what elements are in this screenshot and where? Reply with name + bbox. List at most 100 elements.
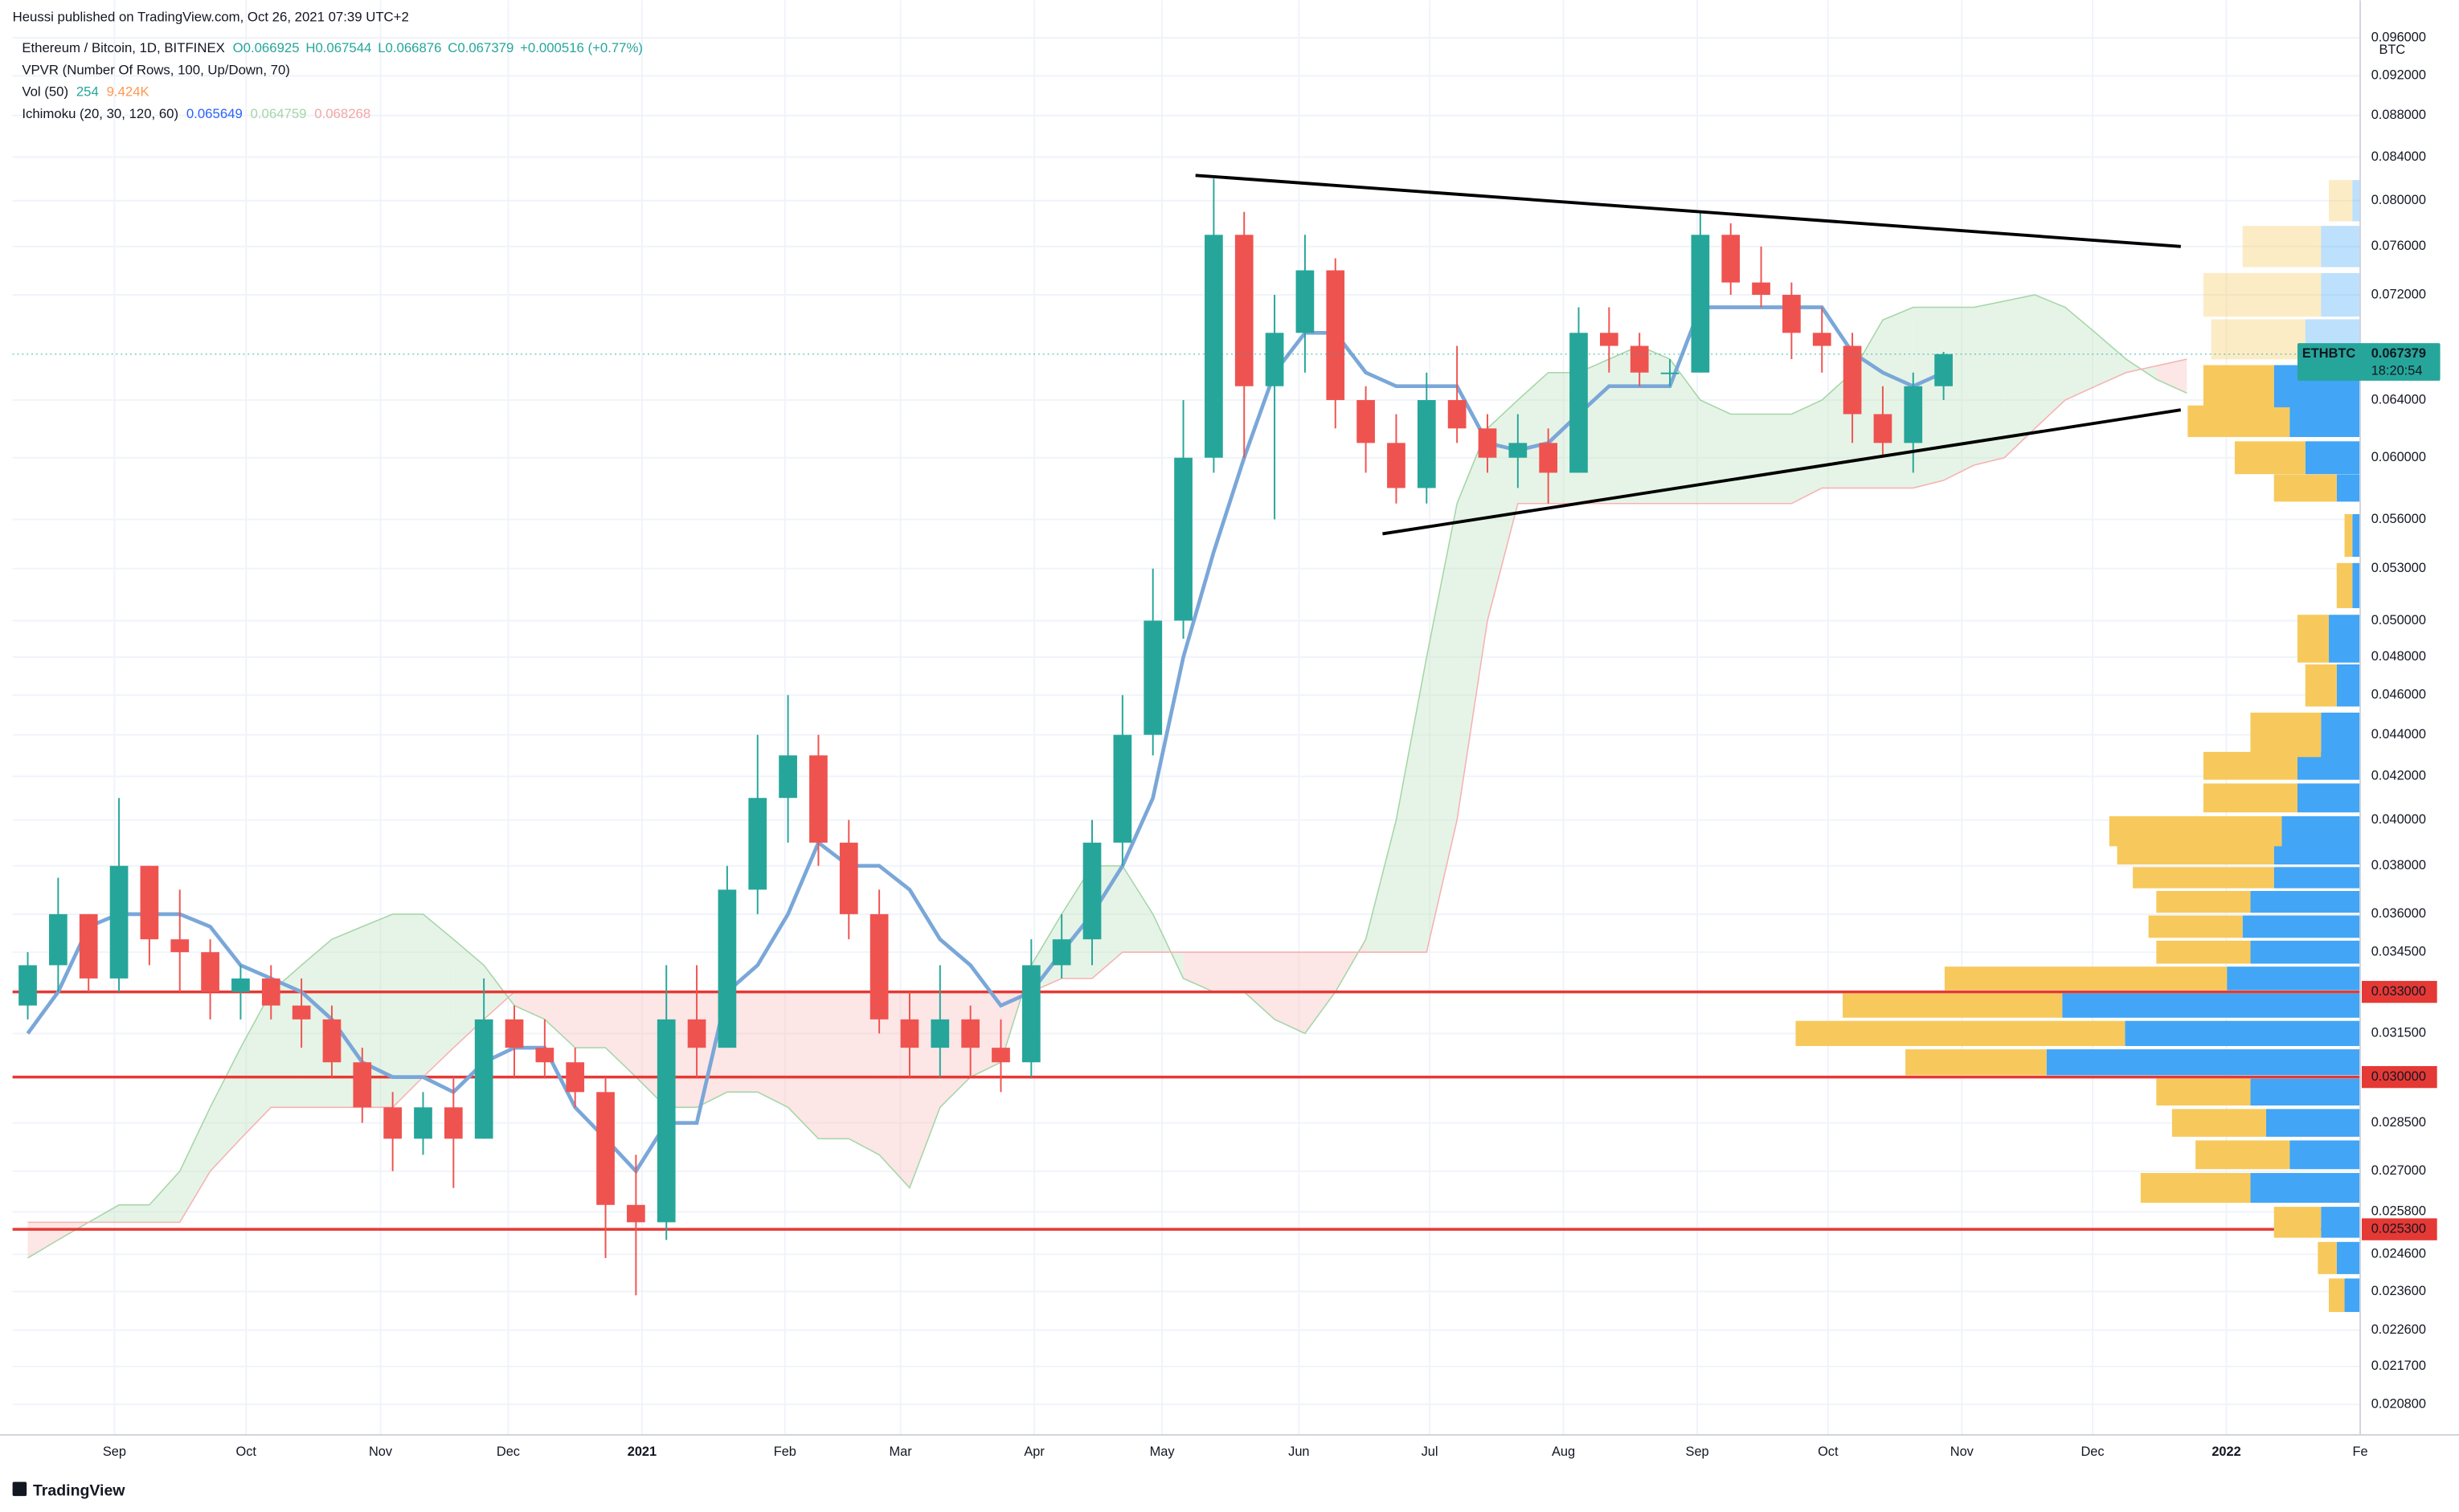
cloud-segment (575, 991, 606, 1048)
cloud-segment (2064, 307, 2096, 400)
cloud-segment (179, 1107, 211, 1223)
profile-up (2250, 1173, 2361, 1203)
candle-body (869, 913, 889, 1020)
candle-body (839, 842, 858, 914)
cloud-segment (605, 991, 636, 1077)
profile-up (2281, 816, 2361, 847)
profile-down (2305, 664, 2337, 707)
profile-up (2297, 783, 2361, 813)
x-tick-label: Oct (1818, 1445, 1839, 1459)
candle-body (201, 952, 219, 992)
profile-up (2062, 993, 2361, 1018)
candle-body (231, 978, 250, 992)
y-tick-label: 0.036000 (2371, 906, 2426, 921)
y-tick-label: 0.021700 (2371, 1359, 2426, 1373)
candle-body (1478, 428, 1497, 458)
profile-up (2344, 1278, 2361, 1313)
profile-up (2273, 844, 2361, 865)
y-tick-label: 0.024600 (2371, 1247, 2426, 1261)
profile-up (2336, 1241, 2361, 1274)
candle-body (170, 939, 190, 953)
candle-body (261, 978, 280, 1006)
candle-body (1812, 333, 1831, 346)
profile-up (2321, 1207, 2361, 1238)
candle-body (444, 1107, 463, 1139)
profile-up (2321, 713, 2361, 758)
cloud-segment (1396, 656, 1427, 953)
ohlc-close: C0.067379 (448, 40, 513, 55)
profile-up (2336, 664, 2361, 707)
cloud-segment (1244, 952, 1275, 1020)
candle-body (1021, 965, 1041, 1063)
x-tick-label: Feb (774, 1445, 796, 1459)
candle-body (322, 1019, 342, 1063)
profile-up (2336, 474, 2361, 502)
vpvr-legend: VPVR (Number Of Rows, 100, Up/Down, 70) (22, 63, 290, 78)
profile-up (2227, 966, 2361, 991)
cloud-segment (1426, 503, 1458, 953)
profile-down (2344, 513, 2353, 558)
cloud-segment (1943, 307, 1974, 480)
y-tick-label: 0.031500 (2371, 1026, 2426, 1040)
cloud-segment (1670, 359, 1700, 504)
x-tick-label: Dec (2081, 1445, 2104, 1459)
candle-body (1417, 399, 1436, 488)
cloud-segment (1730, 414, 1761, 504)
candle-body (992, 1048, 1010, 1063)
y-tick-label: 0.044000 (2371, 727, 2426, 742)
footer-logo (12, 1481, 27, 1497)
y-tick-label: 0.023600 (2371, 1284, 2426, 1298)
cloud-segment (301, 939, 332, 1108)
cloud-segment (544, 991, 575, 1048)
candle-body (1356, 399, 1375, 443)
profile-down (2242, 226, 2322, 268)
profile-down (2297, 615, 2330, 663)
y-tick-label: 0.022600 (2371, 1322, 2426, 1337)
profile-up (2242, 915, 2361, 938)
candle-body (1782, 294, 1801, 333)
y-tick-label: 0.060000 (2371, 450, 2426, 464)
cloud-segment (1457, 428, 1487, 820)
y-tick-label: 0.038000 (2371, 858, 2426, 872)
x-tick-label: Jul (1422, 1445, 1438, 1459)
cloud-segment (1974, 300, 2005, 466)
published-note: Heussi published on TradingView.com, Oct… (13, 9, 409, 24)
profile-down (2187, 405, 2290, 437)
profile-up (2329, 615, 2361, 663)
y-tick-label: 0.053000 (2371, 561, 2426, 575)
level-label: 0.030000 (2371, 1069, 2426, 1084)
candle-body (1326, 270, 1345, 400)
kijun-line (26, 305, 1945, 1175)
cloud-segment (1213, 952, 1245, 992)
candle-body (79, 913, 98, 979)
cloud-segment (1183, 952, 1214, 992)
level-label-box (2362, 1065, 2437, 1089)
candle-body (1569, 333, 1588, 473)
axis-unit: BTC (2379, 43, 2405, 57)
cloud-segment (849, 991, 880, 1155)
cloud-edge (27, 294, 2187, 1259)
price-axis-background (2360, 0, 2459, 1512)
candle-body (1873, 414, 1892, 443)
candle-body (687, 1019, 706, 1048)
profile-up (2352, 513, 2361, 558)
profile-down (2156, 890, 2251, 913)
candle-body (292, 1005, 311, 1020)
x-tick-label: Sep (1686, 1445, 1709, 1459)
y-tick-label: 0.020800 (2371, 1396, 2426, 1411)
candle-body (1265, 333, 1284, 386)
ohlc-high: H0.067544 (305, 40, 371, 55)
candle-body (474, 1019, 493, 1139)
candle-body (627, 1204, 645, 1223)
profile-down (2156, 940, 2251, 964)
y-tick-label: 0.028500 (2371, 1115, 2426, 1130)
trendline (1195, 174, 2181, 248)
cloud-segment (2095, 333, 2126, 386)
profile-down (2211, 319, 2306, 360)
profile-down (2203, 783, 2297, 813)
candle-body (535, 1048, 554, 1063)
profile-down (2250, 713, 2322, 758)
footer-brand: TradingView (33, 1481, 125, 1499)
profile-up (2250, 890, 2361, 913)
profile-up (2125, 1020, 2361, 1046)
